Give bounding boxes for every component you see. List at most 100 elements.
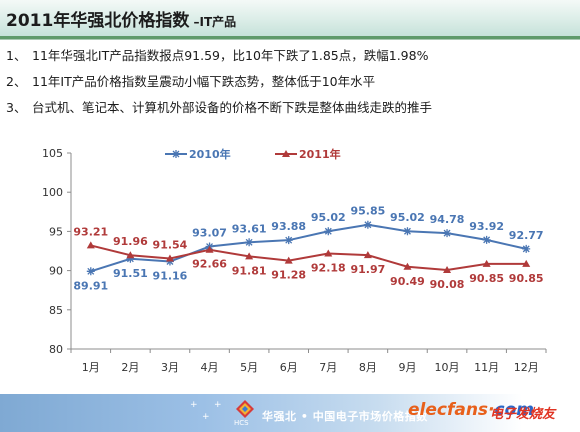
data-label: 93.92 bbox=[469, 220, 504, 233]
x-tick-label: 12月 bbox=[514, 361, 539, 374]
y-tick-label: 95 bbox=[49, 225, 63, 238]
data-label: 90.49 bbox=[390, 275, 425, 288]
series-point bbox=[126, 254, 135, 263]
legend-marker bbox=[172, 150, 180, 158]
bullet-text: 11年IT产品价格指数呈震动小幅下跌态势，整体低于10年水平 bbox=[32, 74, 376, 89]
series-point bbox=[126, 251, 135, 259]
data-label: 93.21 bbox=[73, 225, 108, 238]
x-tick-label: 2月 bbox=[121, 361, 139, 374]
elecfans-logo-name: elecfans bbox=[408, 400, 489, 420]
data-label: 93.61 bbox=[232, 222, 267, 235]
bullet-number: 1、 bbox=[6, 48, 27, 63]
series-point bbox=[443, 265, 452, 273]
footer-banner bbox=[0, 394, 580, 432]
y-tick-label: 85 bbox=[49, 304, 63, 317]
data-label: 91.28 bbox=[271, 269, 306, 282]
bullet-item: 2、 11年IT产品价格指数呈震动小幅下跌态势，整体低于10年水平 bbox=[6, 72, 576, 98]
data-label: 94.78 bbox=[430, 213, 465, 226]
series-point bbox=[522, 244, 531, 253]
data-label: 91.96 bbox=[113, 235, 148, 248]
x-tick-label: 8月 bbox=[359, 361, 377, 374]
y-tick-label: 80 bbox=[49, 343, 63, 356]
data-label: 95.02 bbox=[390, 211, 425, 224]
elecfans-logo-cn: 电子发烧友 bbox=[490, 407, 556, 422]
x-tick-label: 9月 bbox=[398, 361, 416, 374]
sparkle-icon: + bbox=[202, 412, 210, 422]
series-point bbox=[443, 229, 452, 238]
x-tick-label: 3月 bbox=[161, 361, 179, 374]
elecfans-logo-com: com bbox=[494, 400, 535, 420]
data-label: 92.18 bbox=[311, 262, 346, 275]
data-label: 90.08 bbox=[430, 278, 465, 291]
series-point bbox=[403, 262, 412, 270]
data-label: 93.07 bbox=[192, 227, 227, 240]
bullet-text: 11年华强北IT产品指数报点91.59，比10年下跌了1.85点，跌幅1.98% bbox=[32, 48, 429, 63]
x-tick-label: 1月 bbox=[82, 361, 100, 374]
data-label: 91.16 bbox=[153, 270, 188, 283]
series-point bbox=[482, 259, 491, 267]
elecfans-logo: elecfans·com bbox=[408, 400, 534, 420]
series-point bbox=[324, 227, 333, 236]
title-bar bbox=[0, 0, 580, 36]
series-point bbox=[324, 249, 333, 257]
data-label: 92.77 bbox=[509, 229, 544, 242]
x-tick-label: 5月 bbox=[240, 361, 258, 374]
series-line bbox=[90, 223, 527, 273]
sparkle-icon: + bbox=[190, 400, 198, 410]
data-label: 91.51 bbox=[113, 267, 148, 280]
data-label: 89.91 bbox=[73, 279, 108, 292]
legend-label: 2011年 bbox=[299, 147, 341, 161]
series-point bbox=[245, 238, 254, 247]
series-point bbox=[284, 236, 293, 245]
x-tick-label: 11月 bbox=[474, 361, 499, 374]
series-point bbox=[205, 245, 214, 253]
hcs-logo-label: HCS bbox=[234, 419, 249, 427]
data-label: 91.97 bbox=[350, 263, 385, 276]
bullet-item: 3、 台式机、笔记本、计算机外部设备的价格不断下跌是整体曲线走跌的推手 bbox=[6, 98, 576, 124]
series-point bbox=[86, 241, 95, 249]
page-title-sep: – bbox=[189, 15, 200, 29]
data-label: 90.85 bbox=[469, 272, 504, 285]
y-tick-label: 100 bbox=[42, 186, 63, 199]
bullet-item: 1、 11年华强北IT产品指数报点91.59，比10年下跌了1.85点，跌幅1.9… bbox=[6, 46, 576, 72]
data-label: 91.54 bbox=[153, 239, 188, 252]
page-title-main: 2011年华强北价格指数 bbox=[6, 11, 190, 31]
x-tick-label: 7月 bbox=[319, 361, 337, 374]
bullet-number: 2、 bbox=[6, 74, 27, 89]
series-point bbox=[403, 227, 412, 236]
title-underline bbox=[0, 36, 580, 39]
series-point bbox=[165, 254, 174, 262]
bullet-text: 台式机、笔记本、计算机外部设备的价格不断下跌是整体曲线走跌的推手 bbox=[32, 100, 433, 115]
series-line bbox=[90, 244, 527, 271]
legend-marker bbox=[282, 150, 290, 157]
data-label: 93.88 bbox=[271, 220, 306, 233]
series-point bbox=[522, 259, 531, 267]
footer-brand-text: 华强北 • 中国电子市场价格指数 bbox=[262, 410, 428, 423]
title-underline-thin bbox=[0, 39, 580, 40]
page-title-sub: IT产品 bbox=[199, 15, 237, 29]
data-label: 95.85 bbox=[350, 205, 385, 218]
legend-label: 2010年 bbox=[189, 147, 231, 161]
series-point bbox=[363, 251, 372, 259]
series-point bbox=[86, 267, 95, 276]
data-label: 91.81 bbox=[232, 264, 267, 277]
y-tick-label: 90 bbox=[49, 265, 63, 278]
series-point bbox=[363, 220, 372, 229]
x-tick-label: 4月 bbox=[201, 361, 219, 374]
sparkle-icon: + bbox=[214, 400, 222, 410]
data-label: 95.02 bbox=[311, 211, 346, 224]
data-label: 90.85 bbox=[509, 272, 544, 285]
series-point bbox=[482, 235, 491, 244]
x-tick-label: 6月 bbox=[280, 361, 298, 374]
bullet-number: 3、 bbox=[6, 100, 27, 115]
x-tick-label: 10月 bbox=[435, 361, 460, 374]
page-title: 2011年华强北价格指数 –IT产品 bbox=[6, 6, 236, 31]
data-label: 92.66 bbox=[192, 258, 227, 271]
y-tick-label: 105 bbox=[42, 147, 63, 160]
series-point bbox=[245, 252, 254, 260]
line-chart: 80 85 90 95 100 105 1月 2月 3月 4月 5月 6月 7月 8月 9月 10月 11月 12… bbox=[42, 147, 547, 374]
series-point bbox=[284, 256, 293, 264]
bullet-list: 1、 11年华强北IT产品指数报点91.59，比10年下跌了1.85点，跌幅1.9… bbox=[6, 46, 576, 124]
hcs-logo-icon bbox=[236, 400, 254, 418]
elecfans-logo-dot: · bbox=[488, 400, 495, 420]
